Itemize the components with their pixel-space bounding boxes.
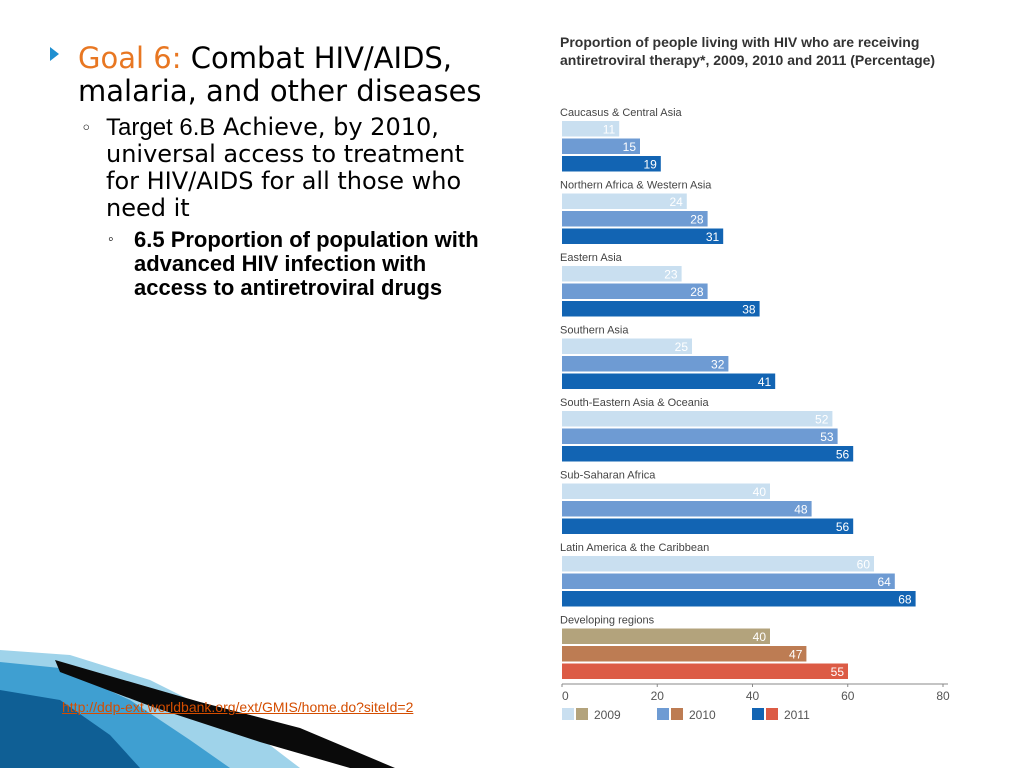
x-tick-label: 20 — [651, 689, 665, 703]
bar — [562, 228, 724, 244]
bar — [562, 428, 838, 444]
category-label: Southern Asia — [560, 325, 629, 337]
bar-value-label: 23 — [664, 268, 678, 282]
bar-value-label: 40 — [753, 485, 767, 499]
goal-text: Combat HIV/AIDS, malaria, and other dise… — [78, 41, 482, 108]
bar — [562, 556, 874, 572]
bar-value-label: 25 — [675, 340, 689, 354]
bar — [562, 663, 848, 679]
category-label: Developing regions — [560, 615, 655, 627]
legend-swatch — [576, 708, 588, 720]
bar-value-label: 48 — [794, 503, 808, 517]
x-tick-label: 0 — [562, 689, 569, 703]
bar — [562, 356, 729, 372]
bar — [562, 646, 807, 662]
target-label: Target 6.B — [106, 114, 216, 141]
legend-label: 2009 — [594, 708, 621, 722]
category-label: Caucasus & Central Asia — [560, 107, 683, 119]
bar — [562, 301, 760, 317]
bar — [562, 211, 708, 227]
category-label: Northern Africa & Western Asia — [560, 180, 712, 192]
bar — [562, 338, 692, 354]
bar-value-label: 60 — [857, 558, 871, 572]
chart-title: Proportion of people living with HIV who… — [560, 34, 936, 68]
bar — [562, 411, 833, 427]
legend-label: 2011 — [784, 708, 810, 722]
bar — [562, 573, 895, 589]
legend-swatch — [657, 708, 669, 720]
bar-value-label: 55 — [831, 665, 845, 679]
bar-value-label: 56 — [836, 448, 850, 462]
category-label: South-Eastern Asia & Oceania — [560, 397, 709, 409]
x-tick-label: 80 — [936, 689, 950, 703]
indicator-text: 6.5 Proportion of population with advanc… — [134, 227, 479, 300]
x-tick-label: 60 — [841, 689, 855, 703]
bar-value-label: 52 — [815, 413, 829, 427]
bar-value-label: 32 — [711, 358, 725, 372]
bar — [562, 628, 770, 644]
bar-value-label: 41 — [758, 375, 772, 389]
bar — [562, 518, 854, 534]
target-text: Achieve, by 2010, universal access to tr… — [106, 113, 465, 222]
source-link[interactable]: http://ddp-ext.worldbank.org/ext/GMIS/ho… — [62, 699, 414, 715]
bar — [562, 138, 640, 154]
bar-value-label: 53 — [820, 430, 834, 444]
bar-value-label: 24 — [669, 195, 683, 209]
circle-bullet-icon: ◦ — [108, 231, 114, 248]
indicator-bullet: ◦ 6.5 Proportion of population with adva… — [50, 228, 490, 300]
bar — [562, 283, 708, 299]
triangle-bullet-icon — [50, 47, 59, 61]
bar-value-label: 56 — [836, 520, 850, 534]
legend-swatch — [562, 708, 574, 720]
category-label: Sub-Saharan Africa — [560, 470, 656, 482]
legend-label: 2010 — [689, 708, 716, 722]
bar — [562, 373, 776, 389]
bar — [562, 483, 770, 499]
bar-value-label: 38 — [742, 303, 756, 317]
bar-value-label: 64 — [877, 575, 891, 589]
target-bullet: ◦ Target 6.B Achieve, by 2010, universal… — [50, 114, 490, 222]
legend-swatch — [766, 708, 778, 720]
category-label: Latin America & the Caribbean — [560, 542, 709, 554]
bar-value-label: 19 — [643, 158, 657, 172]
bar-value-label: 68 — [898, 593, 912, 607]
circle-bullet-icon: ◦ — [81, 118, 92, 139]
legend-swatch — [752, 708, 764, 720]
goal-label: Goal 6: — [78, 41, 182, 75]
bar — [562, 446, 854, 462]
goal-bullet: Goal 6: Combat HIV/AIDS, malaria, and ot… — [50, 42, 490, 108]
bar-value-label: 31 — [706, 230, 720, 244]
bar-value-label: 47 — [789, 648, 803, 662]
bar-value-label: 28 — [690, 213, 704, 227]
bullet-list: Goal 6: Combat HIV/AIDS, malaria, and ot… — [50, 42, 490, 300]
bar-value-label: 11 — [603, 123, 616, 137]
wave-black-band — [55, 660, 395, 768]
bar — [562, 193, 687, 209]
category-label: Eastern Asia — [560, 252, 623, 264]
bar-value-label: 15 — [623, 140, 637, 154]
bar-value-label: 28 — [690, 285, 704, 299]
wave-dark-shape — [0, 690, 140, 768]
bar — [562, 121, 620, 137]
bar — [562, 501, 812, 517]
bar — [562, 591, 916, 607]
bar-value-label: 40 — [753, 630, 767, 644]
bar — [562, 156, 661, 172]
bar — [562, 266, 682, 282]
legend-swatch — [671, 708, 683, 720]
x-tick-label: 40 — [746, 689, 760, 703]
